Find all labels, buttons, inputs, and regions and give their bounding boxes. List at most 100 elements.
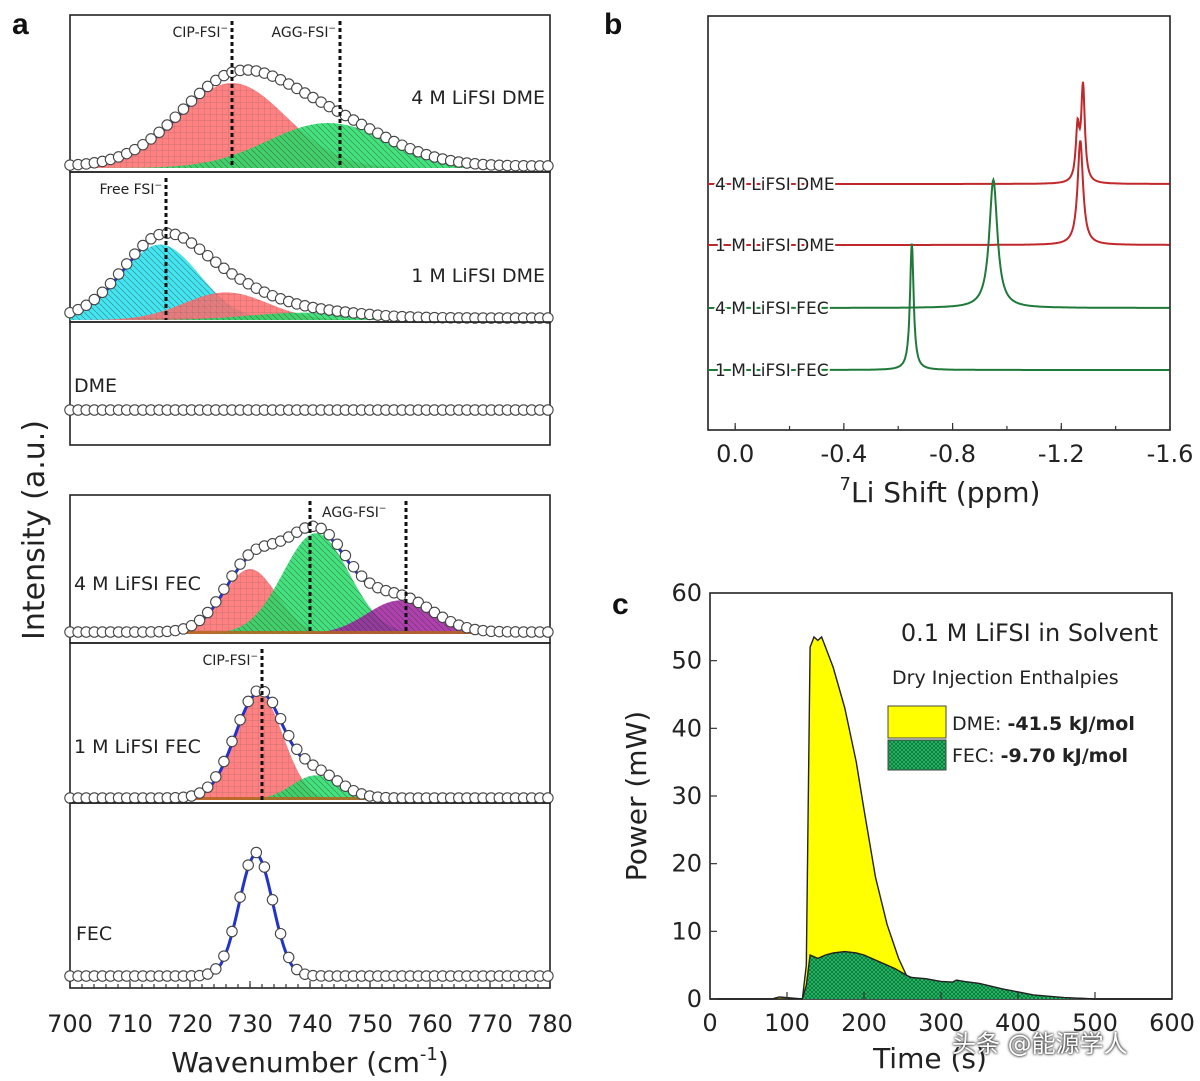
subplot-6: FEC (64, 802, 554, 989)
data-point (185, 237, 198, 249)
data-point (161, 119, 173, 131)
data-point (96, 286, 109, 299)
x-tick-label: 720 (167, 1010, 213, 1038)
data-point (218, 950, 230, 962)
data-point (177, 232, 190, 244)
baseline-band (70, 797, 550, 800)
data-point (234, 891, 246, 903)
x-tick-label: 600 (1149, 1009, 1195, 1037)
subplot-label: FEC (76, 923, 112, 945)
dme-area (710, 637, 1172, 999)
nmr-curve (708, 140, 1170, 246)
subplot-frame (69, 802, 551, 989)
x-tick-label: 710 (107, 1010, 153, 1038)
subplot-label: 1 M LiFSI DME (411, 265, 545, 287)
subplot-label: 4 M LiFSI DME (411, 87, 545, 109)
panel-b-nmr: 4 M LiFSI DME 1 M LiFSI DME 4 M LiFSI FEC 1… (707, 15, 1193, 509)
x-axis-title: Time (s) (872, 1042, 987, 1075)
data-point (331, 538, 344, 551)
data-point (331, 775, 344, 787)
chart-title: 0.1 M LiFSI in Solvent (901, 619, 1158, 647)
data-point (201, 968, 214, 980)
data-point (185, 619, 198, 632)
data-point (177, 103, 190, 115)
panel-b-frame (707, 15, 1171, 431)
data-point (234, 558, 246, 570)
data-point (226, 570, 238, 582)
nmr-series: 1 M LiFSI DME (708, 140, 1170, 258)
data-point (193, 243, 206, 255)
nmr-series: 4 M LiFSI DME (708, 81, 1170, 197)
dme-line (710, 635, 1172, 1000)
data-point (193, 87, 206, 100)
y-tick-label: 10 (671, 917, 702, 945)
component-hatch-agg (70, 123, 550, 168)
nmr-series: 1 M LiFSI FEC (708, 243, 1170, 383)
data-point (201, 781, 214, 793)
annotation-label: AGG-FSI− (322, 504, 386, 521)
legend-colon: : (988, 745, 1000, 767)
nmr-series-label: 4 M LiFSI DME (715, 175, 835, 195)
data-point (145, 133, 157, 145)
legend-name-fec: FEC (952, 745, 988, 767)
annotation-label: Free FSI− (99, 181, 162, 198)
data-point (315, 764, 327, 776)
x-tick-label: 780 (527, 1010, 573, 1038)
subplot-label: DME (74, 375, 117, 397)
panel-letter-c: c (612, 588, 629, 621)
y-axis-title: Intensity (a.u.) (17, 420, 52, 640)
nmr-series: 4 M LiFSI FEC (708, 176, 1170, 321)
nmr-curve (708, 243, 1170, 371)
component-hatch-agg (70, 312, 550, 320)
data-point (282, 951, 295, 964)
data-point (234, 714, 246, 726)
x-tick-label: -0.4 (820, 440, 867, 468)
nmr-series-label: 1 M LiFSI FEC (715, 361, 829, 381)
legend-label-dme: DME: -41.5 kJ/mol (952, 713, 1135, 735)
x-tick-label: 0 (702, 1009, 717, 1037)
x-tick-label: 700 (47, 1010, 93, 1038)
subplot-frame (69, 321, 551, 446)
x-axis-sup: -1 (420, 1044, 438, 1065)
y-tick-label: 20 (671, 850, 702, 878)
data-point (242, 695, 254, 708)
subplot-label: 1 M LiFSI FEC (74, 736, 201, 758)
panel-b-x-axis: 0.0 -0.4 -0.8 -1.2 -1.6 7Li Shift (ppm) (716, 423, 1193, 509)
data-point (542, 160, 554, 172)
data-point (315, 522, 327, 535)
annotation-sup: − (154, 181, 162, 191)
data-point (201, 606, 214, 619)
data-point (291, 743, 303, 756)
data-point (242, 859, 254, 871)
data-point (112, 268, 125, 280)
fec-area (710, 951, 1172, 999)
x-tick-label: 300 (918, 1009, 964, 1037)
annotation-label: CIP-FSI− (173, 24, 228, 41)
data-point (542, 404, 554, 416)
data-point (129, 248, 141, 260)
nmr-curve (708, 81, 1170, 185)
data-point (218, 755, 230, 768)
x-axis-title: Wavenumber (cm-1) (171, 1044, 449, 1079)
legend-colon: : (995, 713, 1007, 735)
data-point (274, 927, 287, 940)
data-point (193, 614, 206, 627)
component-hatch-purple (70, 600, 550, 634)
data-point (201, 249, 214, 262)
panel-a-x-axis: 700 710 720 730 740 750 760 770 780 Wavenumber (c… (47, 981, 573, 1079)
annotation-label: CIP-FSI− (203, 652, 258, 669)
data-point (542, 626, 554, 638)
annotation-sup: − (379, 504, 387, 514)
component-hatch-cip (70, 292, 550, 320)
data-point (210, 256, 222, 268)
legend-swatch-fec (887, 739, 947, 771)
subplot-2: Free FSI− 1 M LiFSI DME (64, 171, 554, 324)
x-tick-label: -1.2 (1038, 440, 1085, 468)
y-tick-label: 50 (671, 647, 702, 675)
x-tick-label: -1.6 (1147, 440, 1194, 468)
x-tick-label: -0.8 (929, 440, 976, 468)
data-point (226, 268, 238, 280)
panel-letter-a: a (12, 8, 29, 41)
nmr-curve (708, 176, 1170, 309)
data-point (307, 759, 319, 771)
